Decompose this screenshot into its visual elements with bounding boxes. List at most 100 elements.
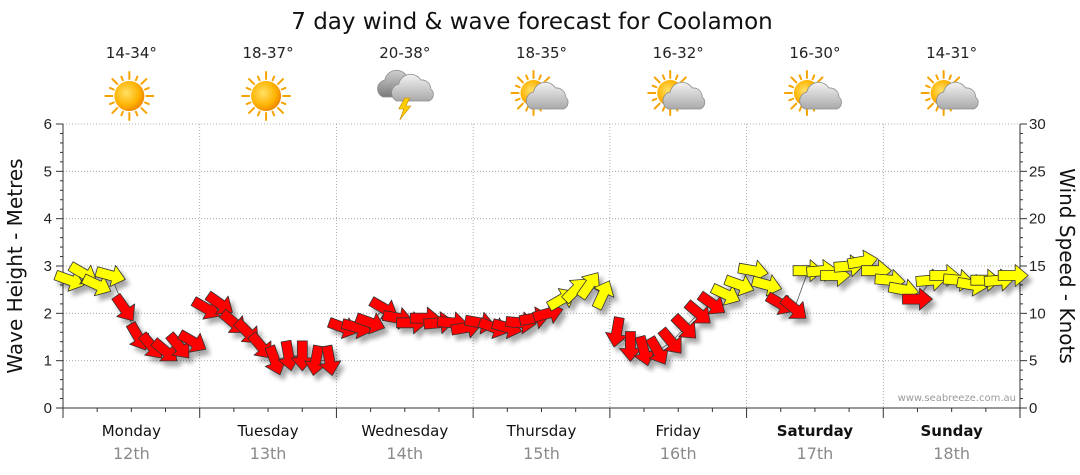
sun-ray [245,86,252,91]
sun-disc [251,81,282,111]
day-label: Saturday [777,422,854,440]
sun-ray [111,107,119,114]
lightning-bolt [398,97,412,121]
sun-ray [120,110,124,117]
wind-arrow [997,264,1029,287]
date-label: 16th [660,444,697,463]
y-left-tick-label: 3 [44,258,52,275]
partly-cloudy-icon [783,70,842,116]
sun-ray [674,74,679,81]
y-right-tick-label: 25 [1029,163,1046,180]
temperature-range: 20-38° [379,44,430,62]
sun-ray [514,84,521,89]
sun-ray [140,107,148,114]
sun-ray [679,76,687,84]
sun-ray [245,101,252,106]
y-right-tick-label: 20 [1029,211,1046,228]
day-label: Friday [655,422,701,440]
sun-ray [277,107,285,114]
day-label: Thursday [506,422,577,440]
weather-row: 14-34° 18-37° 20-38° 18-35° 16-32° 16-30° 14-3… [104,44,979,121]
sun-ray [134,75,139,82]
day-labels: Monday 12th Tuesday 13th Wednesday 14th Thursd… [102,422,983,463]
temperature-range: 14-34° [106,44,157,62]
cloud-shape [525,81,569,110]
sun-ray [948,74,952,81]
sun-ray [543,76,551,84]
sun-ray [111,78,119,85]
temperature-range: 18-37° [243,44,294,62]
sun-ray [661,105,666,112]
wind-arrow [683,299,711,324]
wind-arrow [94,264,126,288]
day-label: Sunday [920,422,983,440]
sun-ray [925,97,931,102]
sun-ray [653,76,661,84]
sun-ray [651,97,658,102]
date-label: 15th [523,444,560,463]
sun-ray [661,74,666,81]
watermark: www.seabreeze.com.au [898,393,1016,404]
sun-ray [277,78,285,85]
y-axis-right-title: Wind Speed - Knots [1055,168,1079,364]
sun-disc [114,81,145,111]
wind-arrow [723,274,755,297]
sun-ray [525,74,529,81]
wind-arrow [354,312,386,335]
partly-cloudy-icon [510,70,569,116]
sun-ray [538,74,542,81]
partly-cloudy-icon [647,70,706,116]
sun-ray [935,74,939,81]
axes: 0 1 2 3 4 5 6 0 5 10 15 20 25 30 [44,116,1046,418]
y-left-tick-label: 1 [44,353,52,370]
sun-ray [816,76,824,84]
y-right-tick-label: 10 [1029,305,1046,322]
sun-ray [248,107,256,114]
storm-icon [377,69,434,121]
sun-ray [257,110,261,117]
sun-ray [140,78,148,85]
y-axis-left-title: Wave Height - Metres [3,158,27,373]
temperature-range: 16-32° [653,44,704,62]
wind-arrow [247,331,272,359]
sun-ray [651,84,658,89]
sun-ray [788,84,795,89]
wind-arrows [53,249,1029,376]
sun-ray [927,76,935,84]
wind-arrow [779,294,807,319]
sun-ray [257,75,261,82]
wind-arrow [670,312,697,339]
y-left-tick-label: 5 [44,163,52,180]
sun-ray [525,105,529,112]
sun-ray [925,84,931,89]
y-left-tick-label: 2 [44,305,52,322]
sunny-icon [104,71,155,121]
wind-arrow [591,280,615,311]
sun-ray [798,74,803,81]
day-label: Wednesday [361,422,448,440]
sun-ray [811,74,816,81]
wind-arrow [111,293,136,322]
date-label: 18th [933,444,970,463]
sun-ray [144,86,150,91]
y-left-tick-label: 4 [44,211,52,228]
day-label: Tuesday [237,422,299,440]
cloud-shape [936,81,979,110]
sun-ray [788,97,795,102]
sun-ray [108,86,115,91]
y-right-tick-label: 30 [1029,116,1046,133]
sun-ray [516,102,524,110]
sun-ray [271,75,276,82]
chart-title: 7 day wind & wave forecast for Coolamon [291,9,772,35]
day-label: Monday [102,422,161,440]
sun-ray [280,101,287,106]
temperature-range: 18-35° [516,44,567,62]
date-label: 12th [113,444,150,463]
date-label: 14th [386,444,423,463]
sun-ray [514,97,521,102]
wind-connector [794,270,809,309]
date-label: 17th [797,444,834,463]
y-right-tick-label: 0 [1029,400,1037,417]
sun-ray [280,86,287,91]
